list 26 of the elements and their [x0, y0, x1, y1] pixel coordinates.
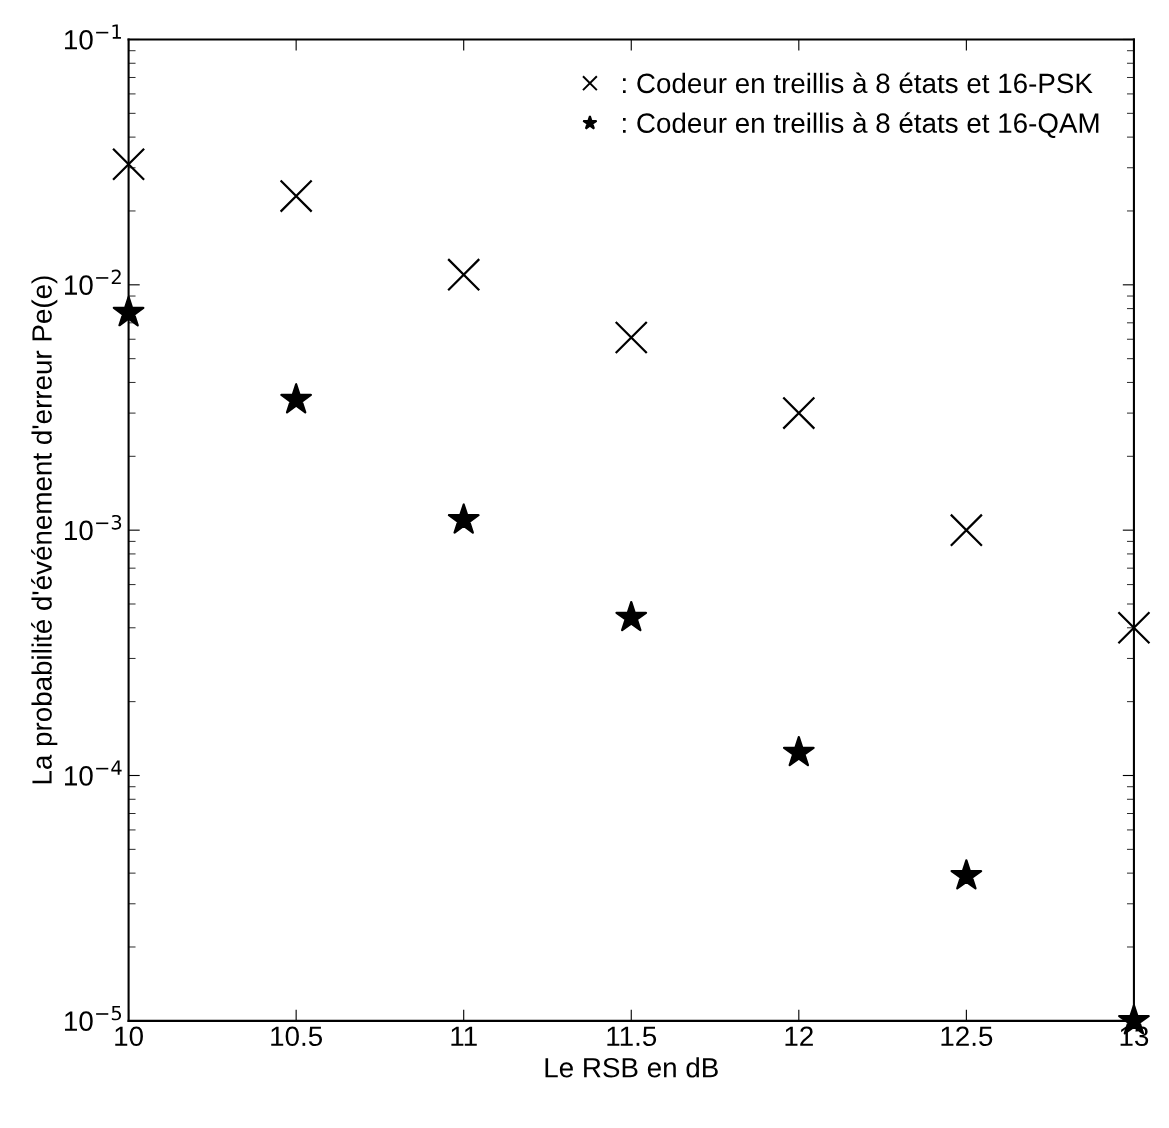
point [447, 258, 481, 292]
x-tick-label: 11 [451, 1026, 477, 1046]
x-tick-label: 10.5 [271, 1026, 323, 1047]
point [1117, 611, 1151, 645]
point [614, 320, 648, 355]
point [112, 296, 145, 327]
legend-label: : Codeur en treillis à 8 états et 16-PSK [623, 72, 1093, 94]
y-tick-label: 10$^{−1}$ [65, 24, 121, 50]
point [279, 179, 313, 213]
point [949, 513, 984, 547]
point [950, 859, 983, 890]
point [782, 396, 816, 430]
point [447, 503, 480, 534]
x-axis-title: Le RSB en dB [545, 1057, 718, 1078]
y-axis-title: La probabilité d'événement d'erreur Pe(e) [31, 276, 58, 784]
legend-label: : Codeur en treillis à 8 états et 16-QAM [623, 112, 1099, 138]
x-tick-label: 11.5 [607, 1026, 657, 1047]
x-tick-label: 12.5 [941, 1026, 993, 1047]
point [782, 735, 815, 767]
point [111, 147, 146, 181]
y-tick-label: 10$^{−2}$ [65, 269, 121, 295]
x-tick-label: 12 [785, 1026, 813, 1046]
point [615, 601, 648, 632]
point [280, 383, 313, 414]
y-tick-label: 10$^{−4}$ [65, 760, 122, 786]
y-tick-label: 10$^{−3}$ [65, 514, 122, 541]
